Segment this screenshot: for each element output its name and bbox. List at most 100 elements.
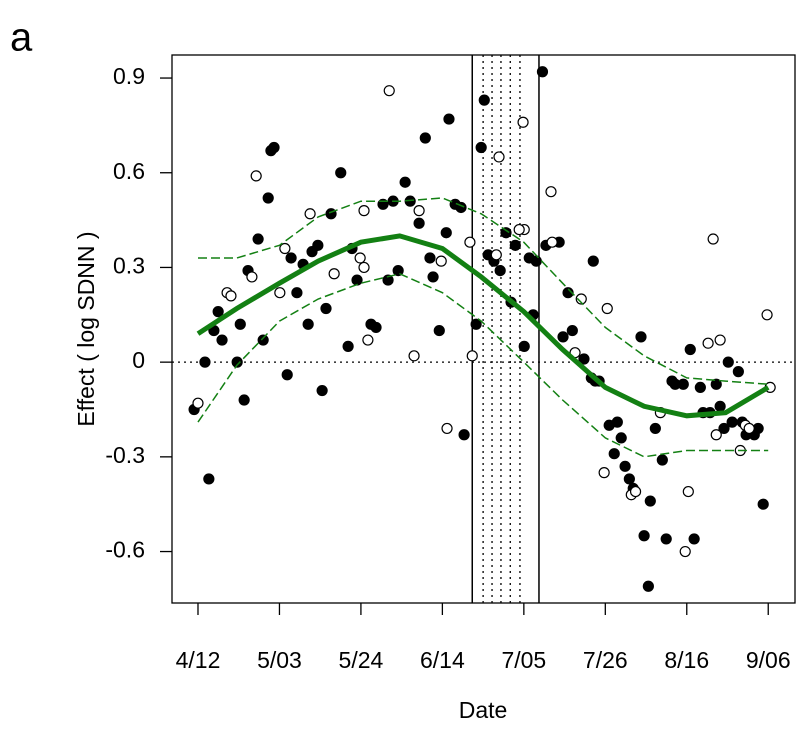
filled-point [212, 306, 224, 318]
open-point [710, 429, 722, 441]
open-point [714, 334, 726, 346]
x-tick-label: 9/06 [746, 647, 791, 673]
open-point [304, 208, 316, 220]
filled-point [656, 454, 668, 466]
filled-point [562, 287, 574, 299]
open-point [246, 271, 258, 283]
filled-point [518, 340, 530, 352]
filled-point [281, 369, 293, 381]
filled-point [722, 356, 734, 368]
fit-line [196, 233, 770, 419]
open-point [383, 85, 395, 97]
filled-point [285, 252, 297, 264]
open-point [743, 422, 755, 435]
filled-point [694, 381, 706, 393]
filled-point [424, 252, 436, 264]
lower-band [197, 273, 769, 458]
y-tick-label: 0.9 [113, 63, 145, 89]
y-tick-label: 0 [132, 347, 145, 373]
filled-point [638, 530, 650, 542]
x-tick-label: 7/26 [583, 647, 628, 673]
filled-point [302, 318, 314, 330]
filled-point [440, 227, 452, 239]
open-point [490, 249, 502, 261]
filled-point [443, 113, 455, 125]
panel-label: a [10, 16, 33, 60]
filled-point [732, 366, 744, 378]
filled-point [470, 318, 482, 330]
filled-point [478, 94, 490, 106]
filled-point [399, 176, 411, 188]
filled-point [557, 331, 569, 343]
filled-point [351, 274, 363, 286]
filled-point [494, 265, 506, 277]
open-point [761, 309, 773, 321]
filled-point [644, 495, 656, 507]
open-point [493, 151, 505, 163]
open-point [513, 223, 525, 236]
open-point [575, 293, 587, 305]
filled-point [688, 533, 700, 545]
open-point [679, 545, 691, 558]
upper-band [198, 197, 769, 385]
filled-point [726, 416, 738, 428]
open-point [464, 236, 476, 248]
filled-point [419, 132, 431, 144]
x-tick-label: 7/05 [501, 647, 546, 673]
open-point [413, 205, 425, 217]
filled-point [370, 321, 382, 334]
filled-point [234, 318, 246, 330]
filled-point [458, 429, 470, 441]
x-tick-label: 5/24 [339, 647, 384, 673]
filled-point [530, 255, 542, 267]
filled-point [199, 356, 211, 368]
x-tick-label: 8/16 [664, 647, 709, 673]
filled-point [268, 141, 280, 154]
open-point [441, 422, 453, 435]
x-tick-label: 5/03 [257, 647, 302, 673]
x-tick-label: 4/12 [176, 647, 221, 673]
filled-point [335, 167, 347, 179]
filled-point [231, 356, 243, 368]
filled-point [291, 287, 303, 299]
filled-point [587, 255, 599, 267]
filled-point [578, 353, 590, 365]
filled-point [619, 460, 631, 472]
filled-point [660, 533, 672, 545]
filled-point [427, 271, 439, 283]
filled-point [611, 416, 623, 428]
filled-point [342, 340, 354, 352]
open-point [274, 287, 286, 299]
open-point [362, 334, 374, 346]
open-point [225, 290, 237, 302]
y-tick-label: -0.3 [105, 442, 145, 468]
filled-point [757, 498, 769, 510]
filled-point [216, 334, 228, 346]
filled-point [238, 394, 250, 406]
open-point [517, 116, 529, 128]
filled-point [608, 448, 620, 460]
open-point [358, 205, 370, 217]
filled-point [320, 302, 332, 315]
open-point [682, 485, 694, 498]
plot-frame [171, 54, 796, 604]
open-point [466, 350, 478, 362]
open-point [629, 485, 642, 498]
filled-point [615, 432, 627, 444]
filled-point [684, 343, 696, 356]
filled-point [642, 580, 654, 592]
filled-point [710, 378, 722, 390]
open-point [702, 337, 714, 349]
y-tick-label: 0.6 [113, 158, 145, 184]
open-point [358, 261, 370, 274]
filled-point [392, 265, 404, 277]
open-point [601, 302, 613, 315]
filled-point [677, 378, 689, 390]
filled-point [635, 331, 647, 343]
open-point [707, 233, 719, 245]
y-tick-label: 0.3 [113, 253, 145, 279]
filled-point [509, 239, 521, 251]
open-point [545, 186, 557, 198]
filled-point [257, 334, 269, 346]
